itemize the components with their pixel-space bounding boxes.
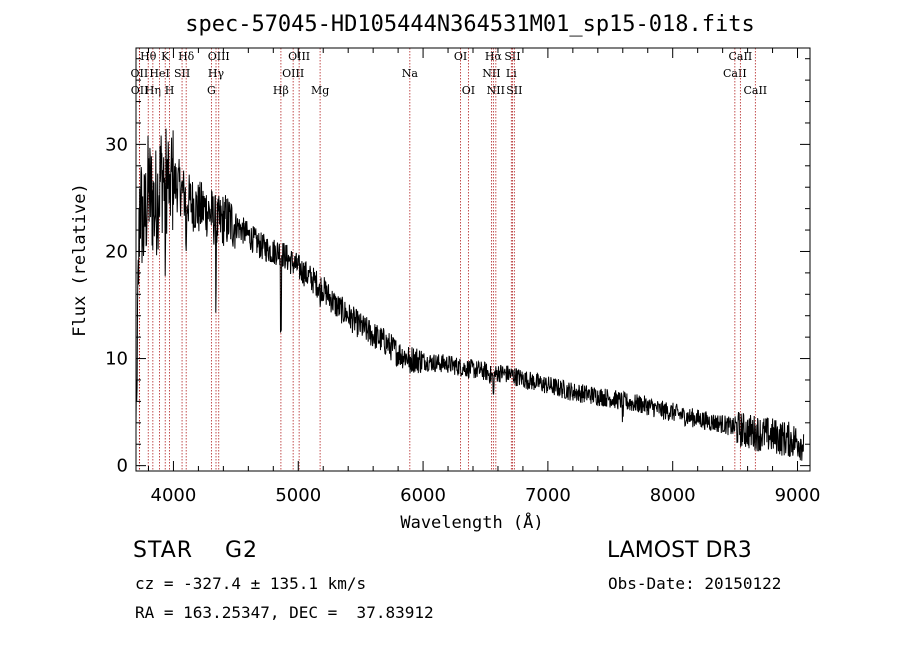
y-tick-label: 20: [105, 241, 128, 262]
spectrum-line: [135, 128, 805, 461]
spectral-line-label: OI: [454, 50, 467, 63]
x-tick-label: 9000: [775, 485, 821, 506]
spectral-line-label: NII: [482, 67, 500, 80]
spectral-line-label: Mg: [311, 84, 329, 97]
spectral-line-label: CaII: [743, 84, 767, 97]
x-tick-label: 5000: [275, 485, 321, 506]
redshift-label: cz = -327.4 ± 135.1 km/s: [135, 574, 367, 593]
x-axis-label: Wavelength (Å): [400, 511, 543, 533]
spectral-line-label: Li: [506, 67, 517, 80]
x-tick-label: 4000: [151, 485, 197, 506]
chart-title: spec-57045-HD105444N364531M01_sp15-018.f…: [185, 12, 755, 37]
spectral-line-label: OIII: [282, 67, 304, 80]
spectral-line-label: SII: [504, 50, 520, 63]
spectral-line-label: Hδ: [178, 50, 195, 63]
spectral-line-label: Hγ: [208, 67, 225, 80]
spectral-line-label: CaII: [729, 50, 753, 63]
spectral-line-label: SII: [506, 84, 522, 97]
spectral-line-label: NII: [487, 84, 505, 97]
plot-frame: [135, 47, 811, 472]
spectral-line-label: G: [207, 84, 216, 97]
y-tick-label: 0: [117, 456, 128, 477]
spectral-line-label: Hβ: [273, 84, 289, 97]
x-tick-label: 7000: [525, 485, 571, 506]
obs-date-label: Obs-Date: 20150122: [608, 574, 782, 593]
x-tick-label: 8000: [650, 485, 696, 506]
spectral-line-label: Hη: [145, 84, 161, 97]
y-axis-label: Flux (relative): [70, 183, 90, 337]
spectral-line-label: Na: [402, 67, 419, 80]
spectral-line-label: CaII: [723, 67, 747, 80]
spectral-line-label: OII: [131, 84, 149, 97]
survey-label: LAMOST DR3: [607, 538, 752, 563]
x-tick-label: 6000: [400, 485, 446, 506]
spectral-line-label: K: [161, 50, 170, 63]
spectral-line-label: OIII: [288, 50, 310, 63]
axis-ticks: 4000 5000 6000 7000 8000 9000 0 10 20 30: [105, 48, 820, 506]
spectral-line-label: OI: [462, 84, 475, 97]
star-class-label: STAR G2: [133, 538, 259, 563]
ra-dec-label: RA = 163.25347, DEC = 37.83912: [135, 603, 434, 622]
spectral-line-label: H: [165, 84, 175, 97]
spectral-line-label: Hθ: [140, 50, 157, 63]
y-tick-label: 10: [105, 349, 128, 370]
spectral-line-label: HeI: [149, 67, 169, 80]
spectral-line-label: Hα: [485, 50, 503, 63]
y-tick-label: 30: [105, 134, 128, 155]
spectral-line-label: SII: [174, 67, 190, 80]
spectral-line-label: OIII: [208, 50, 230, 63]
